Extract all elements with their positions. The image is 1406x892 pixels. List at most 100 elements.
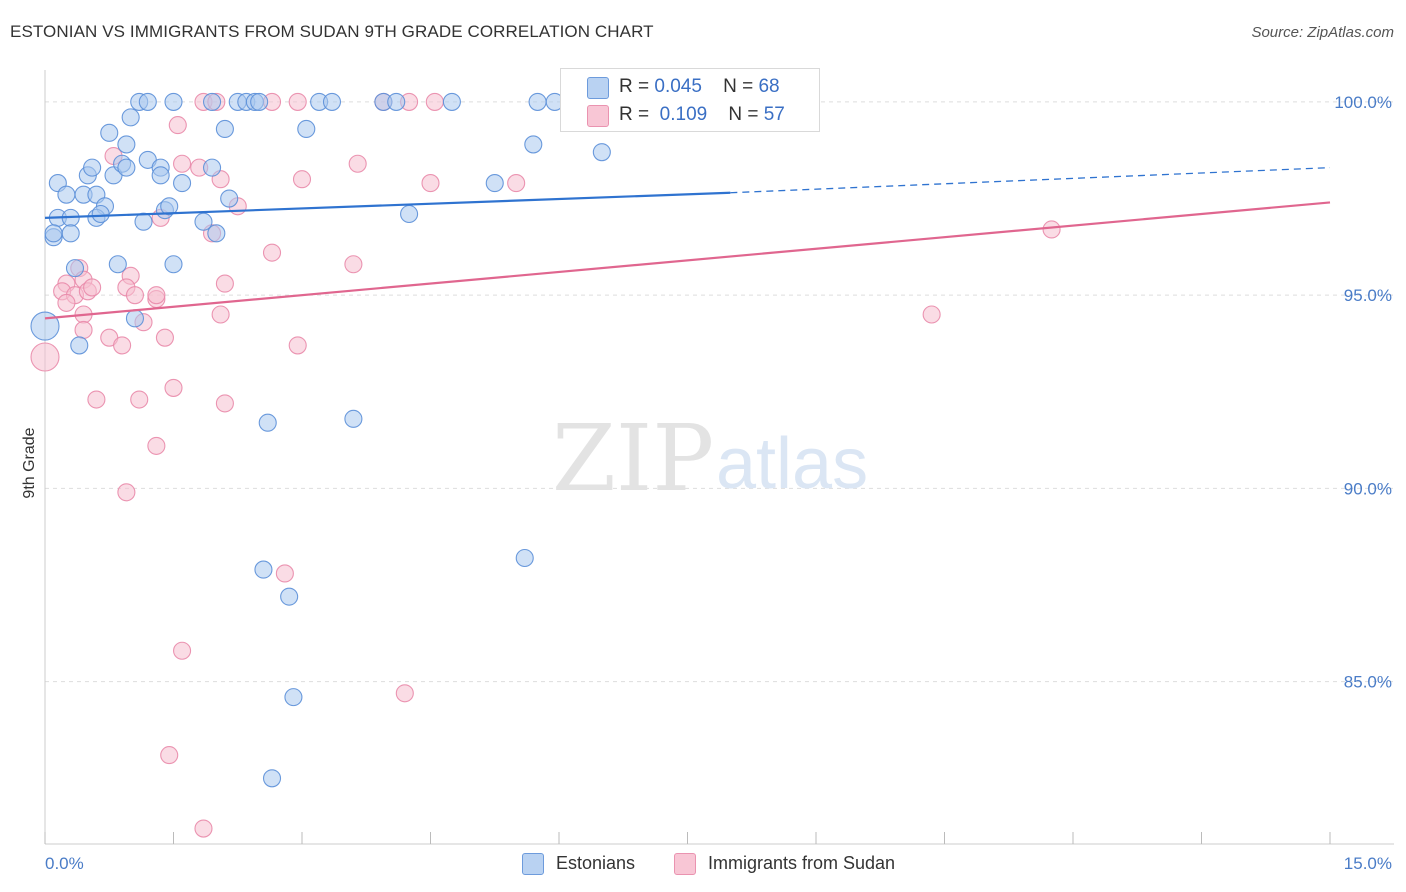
estonian-point [207, 224, 226, 243]
estonian-point [44, 224, 63, 243]
estonian-point [117, 135, 136, 154]
estonian-point [160, 197, 179, 216]
gridlines [45, 101, 1394, 683]
estonian-point [280, 587, 299, 606]
estonian-point [515, 548, 534, 568]
sudan-point [160, 746, 179, 765]
legend-swatch-pink [587, 105, 609, 127]
sudan-point [130, 390, 149, 409]
watermark-zip: ZIP [552, 405, 714, 512]
estonian-point [194, 212, 213, 231]
sudan-point [348, 154, 367, 173]
legend-r-value: 0.109 [659, 104, 708, 125]
bottom-legend-label: Estonians [556, 853, 636, 873]
estonian-point [65, 259, 85, 278]
estonian-point [134, 212, 153, 231]
estonian-point [250, 92, 269, 111]
estonian-point [215, 119, 234, 139]
legend-swatch-blue [587, 77, 609, 99]
sudan-point [83, 278, 102, 297]
sudan-point [262, 243, 282, 262]
sudan-point [147, 286, 166, 305]
bottom-legend-label: Immigrants from Sudan [708, 853, 896, 873]
sudan-point [164, 378, 183, 397]
estonian-point [164, 255, 183, 274]
estonian-point [322, 92, 342, 111]
sudan-point [74, 320, 93, 340]
legend-n-value: 68 [758, 76, 780, 97]
sudan-point [292, 170, 312, 189]
sudan-point [215, 274, 234, 293]
sudan-point [87, 390, 106, 409]
estonian-point [83, 158, 102, 177]
estonian-point [173, 174, 192, 193]
sudan-point [125, 286, 144, 305]
sudan-point [147, 436, 166, 455]
estonian-point [70, 336, 89, 355]
estonian-point [57, 185, 76, 204]
sudan-point [395, 684, 414, 703]
y-tick-label: 95.0% [1344, 286, 1392, 305]
estonian-point [91, 204, 110, 224]
estonian-point [592, 143, 611, 162]
estonian-point [262, 769, 282, 788]
sudan-point [1042, 220, 1061, 239]
sudan-point [922, 305, 941, 324]
sudan-point [117, 483, 136, 502]
estonian-point [203, 158, 222, 177]
sudan-point [168, 116, 187, 135]
y-tick-label: 85.0% [1344, 673, 1392, 692]
watermark: ZIP atlas [552, 405, 868, 512]
estonian-point [125, 309, 144, 328]
estonian-points [30, 92, 736, 788]
sudan-point [30, 342, 60, 372]
estonian-trend-line [44, 191, 731, 219]
sudan-point [344, 255, 363, 274]
estonian-point [297, 119, 316, 139]
sudan-point [155, 328, 174, 347]
chart-title: ESTONIAN VS IMMIGRANTS FROM SUDAN 9TH GR… [10, 22, 654, 41]
x-axis-ticks [44, 832, 1331, 844]
sudan-trend-line [44, 201, 1331, 320]
sudan-point [507, 174, 526, 193]
estonian-point [121, 108, 140, 127]
legend-r-value: 0.045 [654, 76, 702, 97]
estonian-point [203, 92, 222, 111]
estonian-point [164, 92, 183, 111]
sudan-point [288, 336, 307, 355]
estonian-point [151, 166, 170, 185]
estonian-point [117, 158, 136, 177]
sudan-point [215, 394, 234, 413]
correlation-legend: R = 0.045 N = 68 R = 0.109 N = 57 [560, 68, 820, 132]
estonian-point [485, 174, 504, 193]
sudan-point [194, 819, 213, 838]
sudan-point [425, 92, 444, 111]
legend-text: R = 0.045 N = 68 [619, 76, 780, 97]
trend-lines [44, 166, 1331, 320]
estonian-point [258, 413, 277, 432]
sudan-point [275, 564, 294, 583]
source-label: Source: ZipAtlas.com [1251, 24, 1394, 41]
estonian-point [528, 92, 547, 111]
bottom-legend-swatch-blue [522, 853, 544, 875]
sudan-point [421, 174, 440, 193]
estonian-point [524, 135, 543, 154]
estonian-point [30, 311, 60, 341]
legend-n-value: 57 [763, 104, 785, 125]
y-tick-label: 100.0% [1334, 93, 1392, 112]
estonian-trend-extension [730, 166, 1331, 194]
sudan-point [288, 92, 307, 111]
y-tick-labels: 100.0% 95.0% 90.0% 85.0% [1334, 93, 1392, 692]
estonian-point [61, 224, 80, 243]
estonian-point [220, 189, 239, 208]
estonian-point [254, 560, 273, 579]
bottom-legend-swatch-pink [674, 853, 696, 875]
estonian-point [442, 92, 461, 111]
estonian-point [138, 92, 157, 111]
y-axis-label: 9th Grade [21, 427, 38, 498]
sudan-point [173, 154, 192, 173]
estonian-point [344, 409, 363, 428]
sudan-point [211, 305, 230, 324]
estonian-point [400, 204, 419, 224]
